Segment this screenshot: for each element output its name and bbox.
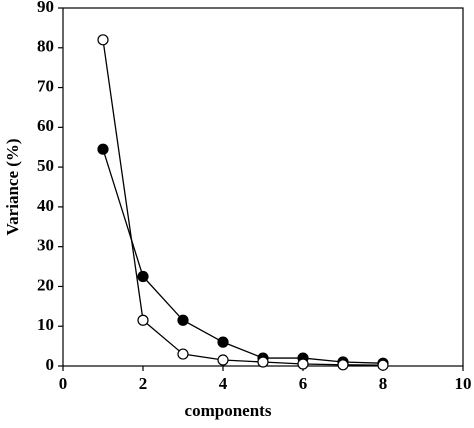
- y-tick-label: 80: [37, 37, 54, 56]
- y-tick-label: 0: [46, 355, 55, 374]
- y-tick-label: 40: [37, 196, 54, 215]
- series-line: [102, 149, 384, 364]
- series-marker: [337, 359, 349, 371]
- x-tick-label: 6: [299, 374, 308, 393]
- x-tick-label: 2: [139, 374, 148, 393]
- y-tick-label: 90: [37, 0, 54, 16]
- series-marker: [377, 359, 389, 371]
- y-tick-label: 50: [37, 156, 54, 175]
- series-marker: [297, 358, 309, 370]
- series-marker: [257, 356, 269, 368]
- y-axis-label: Variance (%): [3, 138, 22, 235]
- x-tick-label: 10: [455, 374, 472, 393]
- series-marker: [97, 34, 109, 46]
- y-tick-label: 10: [37, 315, 54, 334]
- series-marker: [177, 348, 189, 360]
- series-marker: [217, 354, 229, 366]
- series-marker: [177, 314, 189, 326]
- y-tick-label: 20: [37, 275, 54, 294]
- x-tick-label: 8: [379, 374, 388, 393]
- series-marker: [217, 336, 229, 348]
- x-tick-label: 0: [59, 374, 68, 393]
- x-axis-label: components: [185, 401, 272, 420]
- series-marker: [97, 143, 109, 155]
- series-line: [102, 39, 384, 366]
- x-tick-label: 4: [219, 374, 228, 393]
- y-tick-label: 30: [37, 236, 54, 255]
- y-tick-label: 60: [37, 116, 54, 135]
- y-tick-label: 70: [37, 76, 54, 95]
- series-marker: [137, 270, 149, 283]
- series-marker: [137, 314, 149, 326]
- plot-frame: [62, 7, 464, 367]
